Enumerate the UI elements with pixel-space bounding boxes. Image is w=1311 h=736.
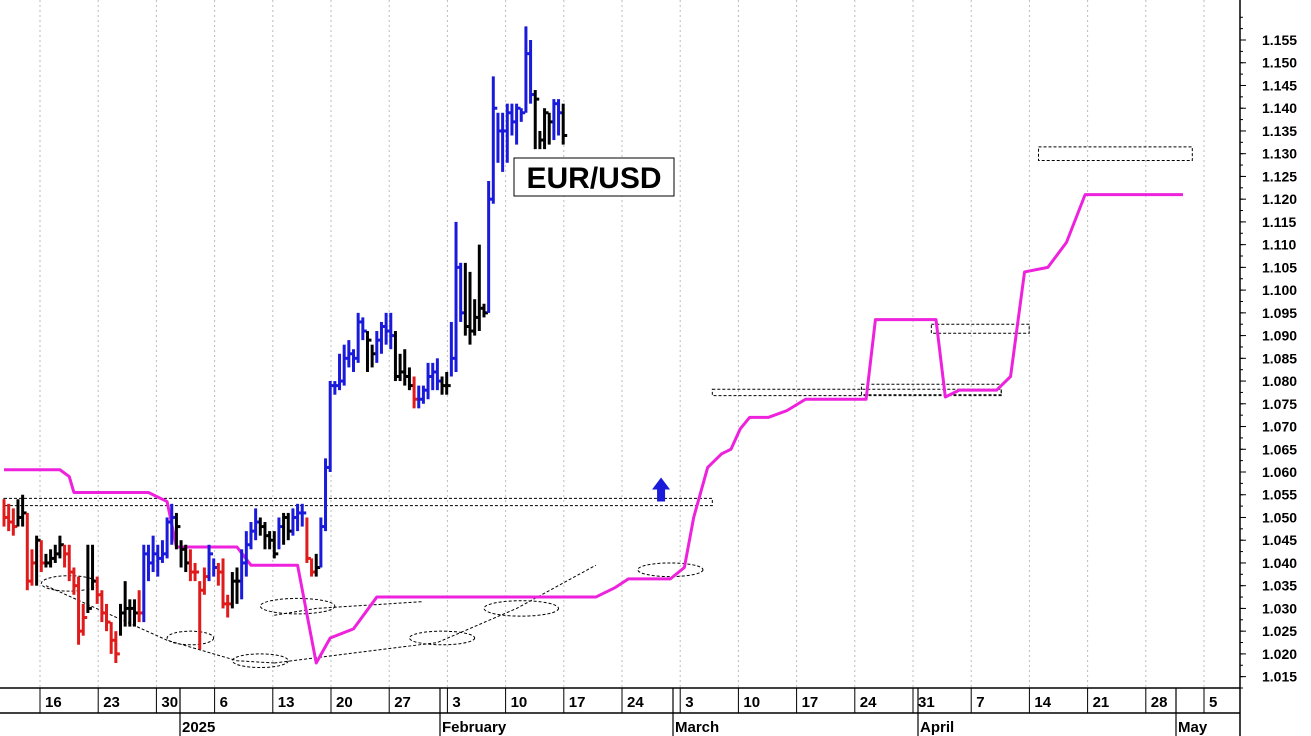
price-bars [2, 26, 568, 663]
stop-line [4, 193, 1183, 665]
y-tick-label-18: 1.105 [1262, 259, 1297, 275]
x-day-label-9: 17 [569, 694, 586, 711]
x-day-label-2: 30 [161, 694, 178, 711]
price-bar-114 [533, 90, 540, 150]
y-tick-label-26: 1.145 [1262, 77, 1297, 93]
chart-frame [0, 0, 1241, 736]
x-axis: 1623306132027310172431017243171421285r20… [39, 688, 1217, 736]
x-day-label-5: 20 [336, 694, 353, 711]
x-day-label-7: 3 [452, 694, 460, 711]
x-day-label-0: 16 [45, 694, 62, 711]
y-tick-label-14: 1.085 [1262, 350, 1297, 366]
pivot-ellipse-3 [259, 597, 336, 615]
arrow-shape [652, 477, 671, 502]
chart-title: EUR/USD [526, 162, 661, 195]
support-box-2 [860, 383, 1002, 396]
y-tick-label-1: 1.020 [1262, 646, 1297, 662]
x-day-label-14: 24 [860, 694, 877, 711]
y-tick-label-13: 1.080 [1262, 373, 1297, 389]
x-day-label-20: 5 [1209, 694, 1217, 711]
x-day-label-1: 23 [103, 694, 120, 711]
x-month-label-3: April [920, 719, 954, 736]
x-day-label-15: 31 [918, 694, 935, 711]
y-tick-label-15: 1.090 [1262, 328, 1297, 344]
y-tick-label-20: 1.115 [1262, 214, 1296, 230]
y-axis: 1.015 1.020 1.025 1.030 1.035 1.040 1.045 1.050… [1240, 16, 1297, 689]
y-tick-label-4: 1.035 [1262, 578, 1297, 594]
price-bar-102 [477, 244, 484, 332]
x-day-label-12: 10 [743, 694, 760, 711]
x-day-label-6: 27 [394, 694, 411, 711]
price-bar-37 [174, 512, 181, 550]
price-bar-105 [491, 76, 498, 204]
y-tick-label-5: 1.040 [1262, 555, 1297, 571]
pivot-ellipse-5 [483, 600, 560, 617]
y-tick-label-25: 1.140 [1262, 100, 1297, 116]
support-box-0 [3, 497, 713, 507]
price-bar-41 [193, 562, 200, 582]
price-bar-44 [207, 544, 214, 582]
price-bar-18 [86, 544, 92, 613]
price-bar-95 [445, 371, 451, 395]
x-month-label-0: 2025 [182, 719, 215, 736]
y-tick-label-22: 1.125 [1262, 168, 1297, 184]
x-day-label-18: 21 [1093, 694, 1110, 711]
price-bar-64 [300, 503, 307, 527]
pivot-ellipse-6 [637, 562, 704, 578]
price-bar-120 [561, 103, 568, 145]
price-bar-17 [81, 603, 88, 636]
trend-line-2 [274, 601, 424, 616]
chart-title-box: EUR/USD [513, 157, 675, 197]
y-tick-label-17: 1.100 [1262, 282, 1297, 298]
x-day-label-19: 28 [1151, 694, 1168, 711]
buy-arrow-icon [652, 477, 671, 502]
support-box-3 [930, 323, 1030, 334]
y-tick-label-12: 1.075 [1262, 396, 1297, 412]
pivot-ellipse-4 [408, 630, 476, 646]
price-bar-78 [365, 331, 372, 372]
trend-line-0 [45, 585, 275, 664]
x-day-label-4: 13 [278, 694, 295, 711]
y-tick-label-24: 1.135 [1262, 123, 1297, 139]
y-tick-label-0: 1.015 [1262, 669, 1297, 685]
x-month-label-4: May [1178, 719, 1208, 736]
price-bar-65 [305, 517, 311, 563]
y-tick-label-9: 1.060 [1262, 464, 1297, 480]
x-day-label-3: 6 [220, 694, 228, 711]
y-tick-label-19: 1.110 [1262, 237, 1296, 253]
pivot-ellipse-2 [231, 653, 289, 669]
y-tick-label-11: 1.070 [1262, 419, 1297, 435]
y-tick-label-8: 1.055 [1262, 487, 1297, 503]
x-month-label-1: February [442, 719, 507, 736]
x-day-label-16: 7 [976, 694, 984, 711]
y-tick-label-28: 1.155 [1262, 32, 1297, 48]
x-day-label-8: 10 [511, 694, 528, 711]
y-tick-label-23: 1.130 [1262, 146, 1297, 162]
price-bar-70 [328, 381, 335, 473]
x-month-label-2: March [675, 719, 719, 736]
price-bar-24 [114, 631, 120, 663]
y-tick-label-6: 1.045 [1262, 532, 1297, 548]
price-bar-58 [272, 531, 279, 559]
trend-line-1 [274, 564, 597, 664]
stop-line-path [4, 193, 1183, 665]
x-day-label-11: 3 [685, 694, 693, 711]
y-tick-label-7: 1.050 [1262, 509, 1297, 525]
y-tick-label-3: 1.030 [1262, 600, 1297, 616]
y-tick-label-2: 1.025 [1262, 623, 1297, 639]
y-tick-label-16: 1.095 [1262, 305, 1297, 321]
support-boxes [3, 146, 1193, 507]
x-day-label-10: 24 [627, 694, 644, 711]
x-day-label-17: 14 [1034, 694, 1051, 711]
y-tick-label-27: 1.150 [1262, 55, 1297, 71]
x-day-label-13: 17 [802, 694, 819, 711]
y-tick-label-10: 1.065 [1262, 441, 1297, 457]
support-box-4 [1038, 146, 1193, 162]
pivot-ellipse-1 [166, 630, 215, 646]
y-tick-label-21: 1.120 [1262, 191, 1297, 207]
